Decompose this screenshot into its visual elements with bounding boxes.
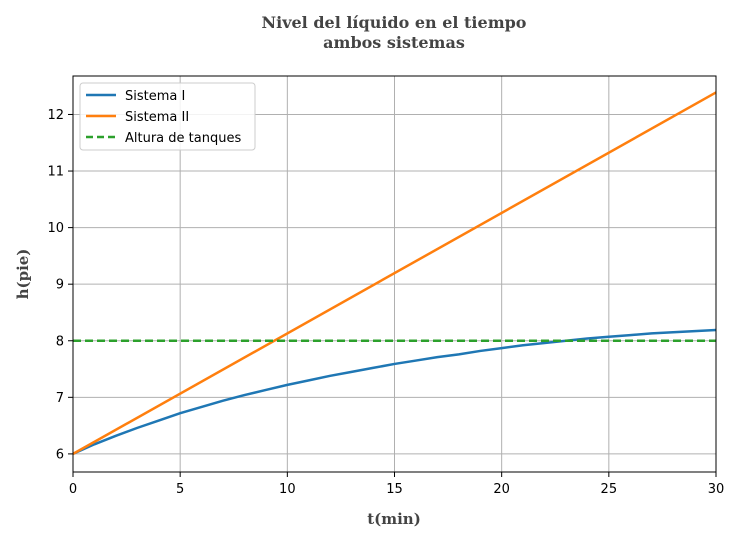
legend: Sistema I Sistema II Altura de tanques	[79, 82, 256, 151]
legend-label-sistema-2: Sistema II	[125, 110, 189, 125]
y-tick-label: 10	[47, 221, 64, 236]
x-tick-label: 10	[279, 482, 296, 497]
x-tick-label: 20	[493, 482, 510, 497]
axis-ticks: 0 5 10 15 20 25 30 6 7 8 9 10 11 12	[47, 108, 724, 497]
x-tick-label: 0	[69, 482, 77, 497]
x-tick-label: 5	[176, 482, 184, 497]
y-tick-label: 12	[47, 108, 64, 123]
x-tick-label: 25	[601, 482, 618, 497]
series-line-2	[72, 91, 717, 455]
x-axis-label: t(min)	[367, 510, 421, 528]
x-tick-label: 30	[708, 482, 725, 497]
y-tick-label: 8	[56, 334, 64, 349]
series-line-1	[72, 328, 717, 456]
y-axis-label: h(pie)	[14, 249, 32, 300]
y-tick-label: 6	[56, 447, 64, 462]
y-tick-label: 7	[56, 391, 64, 406]
legend-box	[79, 82, 256, 151]
chart-title-line-1: Nivel del líquido en el tiempo	[262, 13, 527, 32]
chart-title-line-2: ambos sistemas	[323, 33, 465, 52]
legend-label-altura-tanques: Altura de tanques	[125, 131, 241, 146]
y-tick-label: 11	[47, 165, 64, 180]
legend-label-sistema-1: Sistema I	[125, 89, 185, 104]
x-tick-label: 15	[386, 482, 403, 497]
series-lines	[72, 91, 717, 456]
y-tick-label: 9	[56, 278, 64, 293]
